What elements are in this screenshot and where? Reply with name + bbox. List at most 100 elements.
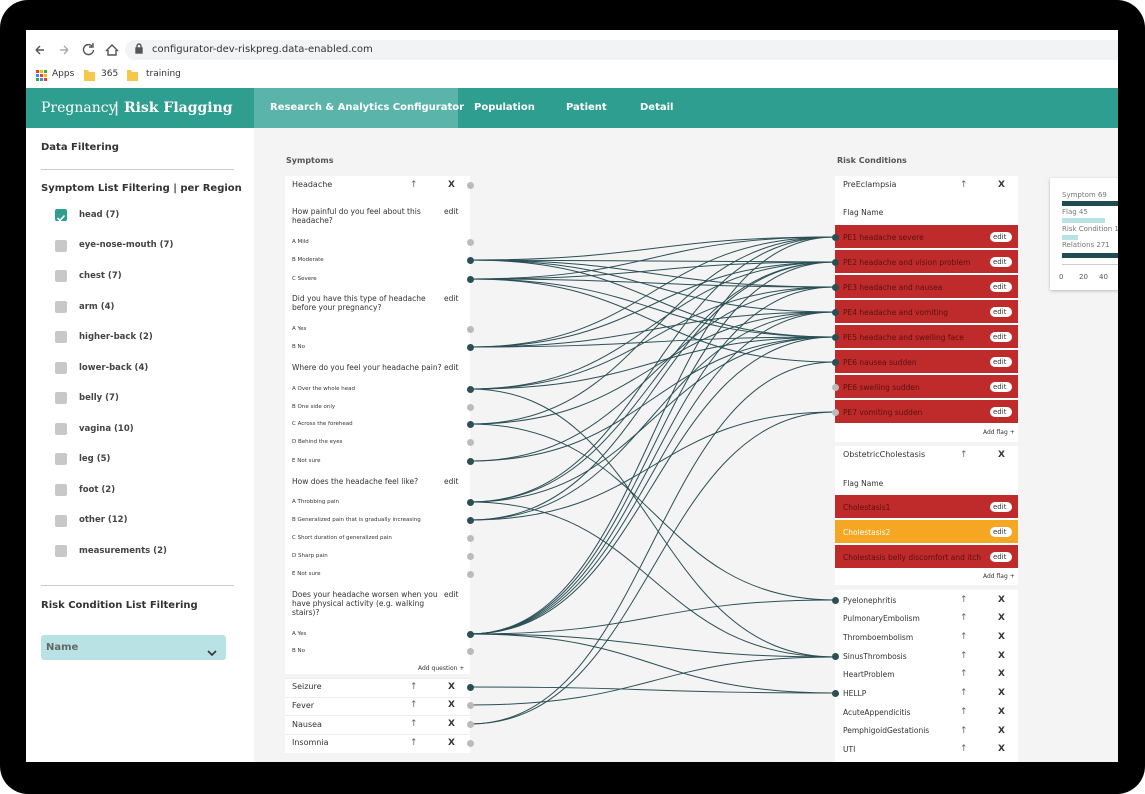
sort-icon[interactable]: ↑ <box>410 681 418 692</box>
edit-link[interactable]: edit <box>993 527 1007 536</box>
edit-link[interactable]: edit <box>993 257 1007 266</box>
edit-button[interactable] <box>990 232 1012 242</box>
edit-link[interactable]: edit <box>444 476 459 486</box>
edit-button[interactable] <box>990 307 1012 317</box>
edit-link[interactable]: edit <box>444 589 459 599</box>
remove-icon[interactable]: X <box>998 650 1005 661</box>
checkbox[interactable] <box>55 361 67 374</box>
symptom-name: Seizure <box>292 682 322 692</box>
edit-button[interactable] <box>990 332 1012 342</box>
checkbox[interactable] <box>55 300 67 313</box>
question: Did you have this type of headache befor… <box>292 294 426 312</box>
edit-link[interactable]: edit <box>444 362 459 372</box>
remove-icon[interactable]: X <box>448 681 455 692</box>
checkbox[interactable] <box>55 270 67 283</box>
sort-icon[interactable]: ↑ <box>410 700 418 711</box>
remove-icon[interactable]: X <box>448 719 455 729</box>
edit-link[interactable]: edit <box>444 293 459 303</box>
remove-icon[interactable]: X <box>448 179 455 190</box>
flag-label: PE1 headache severe <box>843 232 924 242</box>
sort-icon[interactable]: ↑ <box>960 449 968 460</box>
remove-icon[interactable]: X <box>998 688 1005 699</box>
connector-dot <box>466 457 474 465</box>
sort-icon[interactable]: ↑ <box>960 613 968 624</box>
edit-link[interactable]: edit <box>993 232 1007 241</box>
sort-icon[interactable]: ↑ <box>960 179 968 190</box>
sort-icon[interactable]: ↑ <box>410 737 418 748</box>
edit-button[interactable] <box>990 257 1012 267</box>
nav-item[interactable]: Research & Analytics Configurator <box>270 102 465 113</box>
sort-icon[interactable]: ↑ <box>960 744 968 755</box>
remove-icon[interactable]: X <box>998 725 1005 736</box>
bookmark[interactable]: 365 <box>101 68 119 79</box>
answer: D Sharp pain <box>292 552 328 559</box>
edit-button[interactable] <box>990 527 1012 537</box>
checkbox[interactable] <box>55 239 67 252</box>
nav-item[interactable]: Detail <box>640 102 674 113</box>
checkbox[interactable] <box>55 209 67 222</box>
remove-icon[interactable]: X <box>998 632 1005 642</box>
edit-link[interactable]: edit <box>993 502 1007 511</box>
edit-button[interactable] <box>990 502 1012 512</box>
sort-icon[interactable]: ↑ <box>960 688 968 699</box>
remove-icon[interactable]: X <box>998 179 1005 190</box>
edit-button[interactable] <box>990 282 1012 292</box>
flag-label: PE6 nausea sudden <box>843 357 917 367</box>
checkbox[interactable] <box>55 453 67 466</box>
remove-icon[interactable]: X <box>998 669 1005 680</box>
remove-icon[interactable]: X <box>448 737 455 748</box>
remove-icon[interactable]: X <box>998 744 1005 755</box>
connector-dot <box>466 438 474 446</box>
sort-icon[interactable]: ↑ <box>960 725 968 736</box>
checkbox[interactable] <box>55 514 67 527</box>
bookmark[interactable]: Apps <box>52 68 75 79</box>
remove-icon[interactable]: X <box>998 706 1005 717</box>
checkbox[interactable] <box>55 545 67 558</box>
answer: A Mild <box>292 238 309 245</box>
sort-icon[interactable]: ↑ <box>960 594 968 605</box>
edit-link[interactable]: edit <box>444 206 459 216</box>
sort-icon[interactable]: ↑ <box>960 669 968 680</box>
remove-icon[interactable]: X <box>448 700 455 711</box>
url: configurator-dev-riskpreg.data-enabled.c… <box>152 44 373 55</box>
sort-icon[interactable]: ↑ <box>960 650 968 661</box>
edit-link[interactable]: edit <box>993 332 1007 341</box>
select[interactable] <box>41 635 226 660</box>
sort-icon[interactable]: ↑ <box>410 719 418 729</box>
nav-item[interactable]: Patient <box>566 102 607 113</box>
edit-button[interactable] <box>990 357 1012 367</box>
edit-button[interactable] <box>990 407 1012 417</box>
checkbox[interactable] <box>55 331 67 344</box>
edit-link[interactable]: edit <box>993 282 1007 291</box>
remove-icon[interactable]: X <box>998 613 1005 624</box>
edit-link[interactable]: edit <box>993 382 1007 391</box>
bookmark[interactable]: training <box>146 68 181 79</box>
checkbox[interactable] <box>55 483 67 496</box>
connector-dot <box>466 275 474 283</box>
sort-icon[interactable]: ↑ <box>960 706 968 717</box>
checkbox[interactable] <box>55 422 67 435</box>
sort-icon[interactable]: ↑ <box>960 632 968 642</box>
flag-row <box>835 325 1018 348</box>
region-label: vagina (10) <box>79 423 134 434</box>
connector-dot <box>831 408 839 416</box>
nav-item[interactable]: Population <box>474 102 535 113</box>
edit-link[interactable]: edit <box>993 407 1007 416</box>
answer: B No <box>292 343 306 350</box>
add-question[interactable]: Add question + <box>418 665 465 673</box>
risk-name: UTI <box>843 745 856 755</box>
remove-icon[interactable]: X <box>998 594 1005 605</box>
add-flag[interactable]: Add flag + <box>983 573 1015 581</box>
edit-link[interactable]: edit <box>993 357 1007 366</box>
add-flag[interactable]: Add flag + <box>983 429 1015 437</box>
remove-icon[interactable]: X <box>998 449 1005 460</box>
checkbox[interactable] <box>55 392 67 405</box>
edit-button[interactable] <box>990 552 1012 562</box>
sort-icon[interactable]: ↑ <box>410 179 418 190</box>
edit-link[interactable]: edit <box>993 552 1007 561</box>
edit-link[interactable]: edit <box>993 307 1007 316</box>
edit-button[interactable] <box>990 382 1012 392</box>
summary-label: Risk Condition 1 <box>1062 224 1118 233</box>
select-arrow[interactable] <box>207 643 217 657</box>
